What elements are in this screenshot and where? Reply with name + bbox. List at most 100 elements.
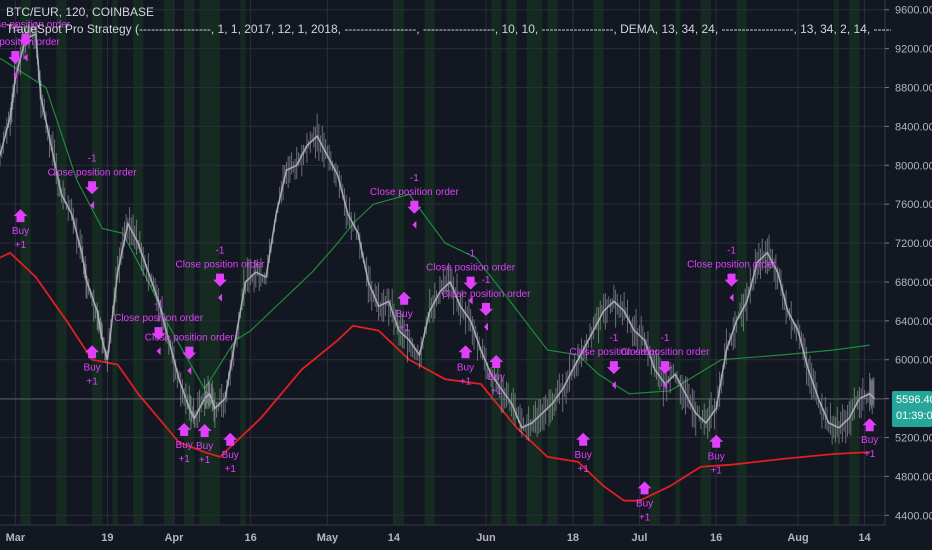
- upper-line: [0, 57, 870, 395]
- price-axis-bg: [885, 0, 932, 550]
- y-tick-label: 9600.00: [895, 5, 932, 17]
- signal-qty: -1: [88, 153, 97, 164]
- green-band: [184, 0, 195, 525]
- signal-qty: +1: [710, 466, 722, 477]
- y-tick-label: 7200.00: [895, 238, 932, 250]
- signal-label: Close position order: [145, 333, 235, 344]
- y-tick-label: 9200.00: [895, 44, 932, 56]
- close-signal: -1 Close position order: [687, 246, 777, 302]
- signal-label: Close position order: [426, 263, 516, 274]
- time-axis[interactable]: Mar 19 Apr 16 May 14 Jun 18 Jul 16 Aug 14: [0, 524, 932, 550]
- green-band: [833, 0, 839, 525]
- arrow-down-icon: [212, 273, 227, 287]
- x-tick-label: 14: [858, 532, 871, 544]
- signal-qty: -1: [466, 249, 475, 260]
- green-band: [736, 0, 747, 525]
- y-tick-label: 4400.00: [895, 510, 932, 522]
- green-band: [92, 0, 103, 525]
- arrow-up-icon: [197, 424, 212, 438]
- series-layer: [0, 21, 885, 502]
- arrow-up-icon: [576, 432, 591, 446]
- signal-qty: -1: [727, 246, 736, 257]
- y-tick-label: 6800.00: [895, 277, 932, 289]
- close-signal: -1 Close position order: [569, 333, 659, 390]
- signal-label: Close position order: [442, 289, 532, 300]
- close-signal: -1 Close position order: [0, 23, 60, 80]
- signal-qty: +1: [398, 323, 410, 334]
- arrow-down-icon: [407, 200, 422, 214]
- green-band: [649, 0, 660, 525]
- signal-label: Buy: [83, 362, 100, 373]
- signal-label: Close position order: [114, 313, 204, 324]
- arrow-up-icon: [862, 418, 877, 432]
- signal-label: Buy: [196, 441, 213, 452]
- signal-label: Buy: [575, 450, 592, 461]
- marker-tick-icon: [187, 366, 192, 375]
- arrow-up-icon: [397, 291, 412, 305]
- y-tick-label: 8800.00: [895, 83, 932, 95]
- buy-signal: Buy +1: [861, 418, 878, 460]
- signal-label: Close position order: [687, 260, 777, 271]
- arrow-up-icon: [85, 345, 100, 359]
- buy-signal: Buy +1: [636, 481, 653, 523]
- green-band: [424, 0, 435, 525]
- signal-qty: +1: [577, 464, 589, 475]
- x-tick-label: 14: [388, 532, 401, 544]
- signal-label: Buy: [176, 440, 193, 451]
- marker-tick-icon: [611, 381, 616, 390]
- arrow-down-icon: [8, 51, 23, 65]
- signal-label: Close position order: [621, 347, 711, 358]
- signal-label: Buy: [457, 362, 474, 373]
- buy-signal: Buy +1: [12, 209, 29, 251]
- close-signal: -1 Close position order: [442, 275, 532, 331]
- marker-tick-icon: [483, 322, 488, 331]
- green-band: [56, 0, 67, 525]
- signal-label: Close position order: [569, 347, 659, 358]
- buy-signal: Buy +1: [176, 423, 193, 465]
- close-signal: -1 Close position order: [48, 153, 138, 210]
- x-tick-label: Aug: [787, 532, 808, 544]
- arrow-down-icon: [658, 361, 673, 375]
- x-tick-label: Jun: [476, 532, 496, 544]
- buy-signal: Buy +1: [396, 291, 413, 334]
- green-band: [526, 0, 543, 525]
- price-axis[interactable]: 4400.004800.005200.005600.006000.006400.…: [884, 0, 932, 550]
- y-tick-label: 6400.00: [895, 316, 932, 328]
- signal-label: Close position order: [0, 37, 60, 48]
- marker-tick-icon: [217, 293, 222, 302]
- arrow-up-icon: [13, 209, 28, 223]
- marker-tick-icon: [23, 53, 28, 62]
- signal-label: Buy: [861, 435, 878, 446]
- x-tick-label: 18: [567, 532, 579, 544]
- close-signal: -1 Close position order: [621, 333, 711, 390]
- arrow-up-icon: [709, 434, 724, 448]
- buy-signal: Buy +1: [488, 355, 505, 397]
- green-signal-bands: [20, 0, 860, 525]
- buy-signal: Buy +1: [575, 432, 592, 475]
- x-tick-label: 16: [245, 532, 257, 544]
- signal-qty: +1: [15, 240, 27, 251]
- arrow-down-icon: [182, 346, 197, 360]
- arrow-down-icon: [724, 273, 739, 287]
- arrow-down-icon: [463, 276, 478, 290]
- x-tick-label: May: [317, 532, 339, 544]
- green-band: [506, 0, 517, 525]
- signal-label: Buy: [396, 309, 413, 320]
- arrow-down-icon: [478, 302, 493, 316]
- x-tick-label: 19: [101, 532, 113, 544]
- signal-qty: +1: [864, 449, 876, 460]
- green-band: [163, 0, 174, 525]
- y-tick-label: 8000.00: [895, 160, 932, 172]
- green-band: [547, 0, 558, 525]
- marker-tick-icon: [412, 220, 417, 229]
- x-tick-label: Apr: [164, 532, 184, 544]
- signal-label: Close position order: [48, 167, 138, 178]
- signal-qty: +1: [199, 455, 211, 466]
- signal-label: Buy: [12, 226, 29, 237]
- time-axis-bg: [0, 525, 932, 550]
- x-tick-label: Mar: [6, 532, 26, 544]
- marker-tick-icon: [156, 347, 161, 356]
- buy-signal: Buy +1: [196, 424, 213, 466]
- arrow-up-icon: [489, 355, 504, 368]
